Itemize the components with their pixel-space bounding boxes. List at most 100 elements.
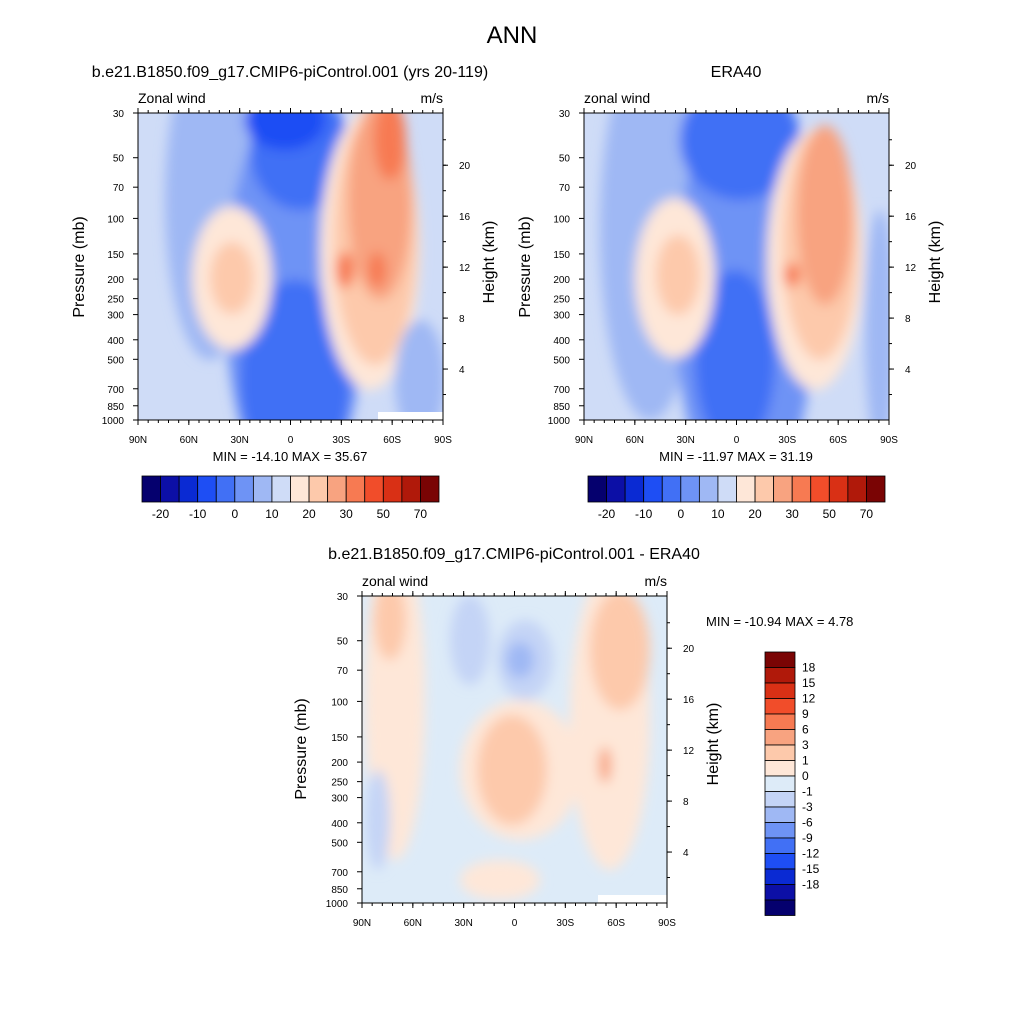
colorbar-swatch <box>308 475 329 503</box>
panel-model-axes: 90N 60N 30N 0 30S 60S 90S 30 50 70 100 150 200 250 300… <box>102 108 471 446</box>
y-tick-label: 150 <box>331 733 348 744</box>
colorbar-swatch <box>736 475 756 503</box>
colorbar-swatch <box>764 651 796 668</box>
y2-tick-label: 20 <box>683 644 695 655</box>
colorbar-label: -6 <box>802 816 813 830</box>
y-tick-label: 400 <box>553 336 570 347</box>
colorbar-swatch <box>141 475 161 503</box>
panel-model-title: b.e21.B1850.f09_g17.CMIP6-piControl.001 … <box>92 64 488 81</box>
x-tick-label: 90S <box>658 918 676 929</box>
colorbar-label: 30 <box>786 507 800 521</box>
panel-obs-plot-area <box>584 113 889 420</box>
y-tick-label: 200 <box>331 758 348 769</box>
colorbar-swatch <box>764 868 796 885</box>
y-tick-label: 50 <box>559 154 571 165</box>
colorbar-swatch <box>178 475 199 503</box>
colorbar-swatch <box>764 791 796 808</box>
y-tick-label: 150 <box>107 250 124 261</box>
y-tick-label: 700 <box>107 385 124 396</box>
colorbar-swatch <box>764 729 796 746</box>
colorbar-swatch <box>345 475 366 503</box>
x-tick-label: 30N <box>230 435 248 446</box>
colorbar-label: -1 <box>802 785 813 799</box>
y2-tick-label: 12 <box>459 263 471 274</box>
panel-obs-stats: MIN = -11.97 MAX = 31.19 <box>659 449 813 464</box>
panel-diff-plot-area <box>362 596 667 903</box>
colorbar-swatch <box>197 475 217 503</box>
colorbar-label: 6 <box>802 723 809 737</box>
x-tick-label: 60N <box>626 435 644 446</box>
x-tick-label: 60S <box>829 435 847 446</box>
y-tick-label: 400 <box>331 819 348 830</box>
colorbar-label: -10 <box>635 507 653 521</box>
y-tick-label: 500 <box>107 355 124 366</box>
colorbar-swatch <box>754 475 775 503</box>
y-tick-label: 300 <box>553 311 570 322</box>
x-tick-label: 90S <box>880 435 898 446</box>
colorbar-label: 70 <box>860 507 874 521</box>
colorbar-swatch <box>828 475 849 503</box>
x-tick-label: 0 <box>288 435 294 446</box>
y2-tick-label: 16 <box>905 212 917 223</box>
panel-obs-axes: 90N 60N 30N 0 30S 60S 90S 30 50 70 100 150 200 250 300… <box>548 108 917 446</box>
colorbar-swatch <box>215 475 236 503</box>
y-tick-label: 200 <box>107 275 124 286</box>
x-tick-label: 90N <box>353 918 371 929</box>
panel-model-right-label: m/s <box>420 90 443 106</box>
y-tick-label: 150 <box>553 250 570 261</box>
colorbar-swatch <box>382 475 403 503</box>
colorbar-label: 20 <box>302 507 316 521</box>
y-tick-label: 1000 <box>326 899 349 910</box>
y-tick-label: 100 <box>331 697 348 708</box>
colorbar-label: -9 <box>802 831 813 845</box>
colorbar-label: 10 <box>265 507 279 521</box>
panel-obs-title: ERA40 <box>711 64 762 81</box>
y-tick-label: 70 <box>113 183 125 194</box>
y-tick-label: 500 <box>553 355 570 366</box>
y2-tick-label: 12 <box>683 746 695 757</box>
colorbar-label: -20 <box>598 507 616 521</box>
x-tick-label: 60N <box>404 918 422 929</box>
y-tick-label: 30 <box>559 109 571 120</box>
y-tick-label: 50 <box>337 637 349 648</box>
colorbar-label: -18 <box>802 878 820 892</box>
y-tick-label: 850 <box>553 402 570 413</box>
colorbar-label: 12 <box>802 692 816 706</box>
y2-tick-label: 16 <box>683 695 695 706</box>
y2-tick-label: 20 <box>459 161 471 172</box>
y2-tick-label: 20 <box>905 161 917 172</box>
colorbar-label: 10 <box>711 507 725 521</box>
panel-obs-ylabel: Pressure (mb) <box>517 216 534 317</box>
y2-tick-label: 8 <box>683 797 689 808</box>
y-tick-label: 100 <box>553 214 570 225</box>
panel-diff-axes: 90N 60N 30N 0 30S 60S 90S 30 50 70 100 150 200 250 300… <box>326 591 695 929</box>
colorbar-swatch <box>698 475 719 503</box>
figure-title: ANN <box>487 22 538 49</box>
colorbar-label: 30 <box>340 507 354 521</box>
panel-obs-left-label: zonal wind <box>584 90 650 106</box>
x-tick-label: 0 <box>512 918 518 929</box>
colorbar-swatch <box>810 475 830 503</box>
panel-diff-title: b.e21.B1850.f09_g17.CMIP6-piControl.001 … <box>328 546 700 563</box>
y2-tick-label: 4 <box>459 365 465 376</box>
y-tick-label: 300 <box>331 794 348 805</box>
x-tick-label: 30S <box>332 435 350 446</box>
y2-tick-label: 8 <box>459 314 465 325</box>
panel-diff-y2label: Height (km) <box>705 703 722 786</box>
colorbar-label: 9 <box>802 707 809 721</box>
colorbar-swatch <box>764 667 796 684</box>
colorbar-swatch <box>643 475 663 503</box>
y-tick-label: 70 <box>337 666 349 677</box>
colorbar-swatch <box>764 713 796 730</box>
colorbar-swatch <box>773 475 793 503</box>
colorbar-swatch <box>791 475 812 503</box>
colorbar-label: 50 <box>823 507 837 521</box>
panel-model-y2label: Height (km) <box>481 221 498 304</box>
colorbar-swatch <box>764 899 796 916</box>
colorbar-label: -15 <box>802 862 820 876</box>
colorbar-label: 0 <box>802 769 809 783</box>
colorbar-swatch <box>160 475 180 503</box>
panel-model-left-label: Zonal wind <box>138 90 206 106</box>
panel-obs: ERA40 zonal wind m/s 90N 60N 30N 0 30S 60S 90S… <box>517 64 944 521</box>
panel-diff-ylabel: Pressure (mb) <box>293 698 310 799</box>
